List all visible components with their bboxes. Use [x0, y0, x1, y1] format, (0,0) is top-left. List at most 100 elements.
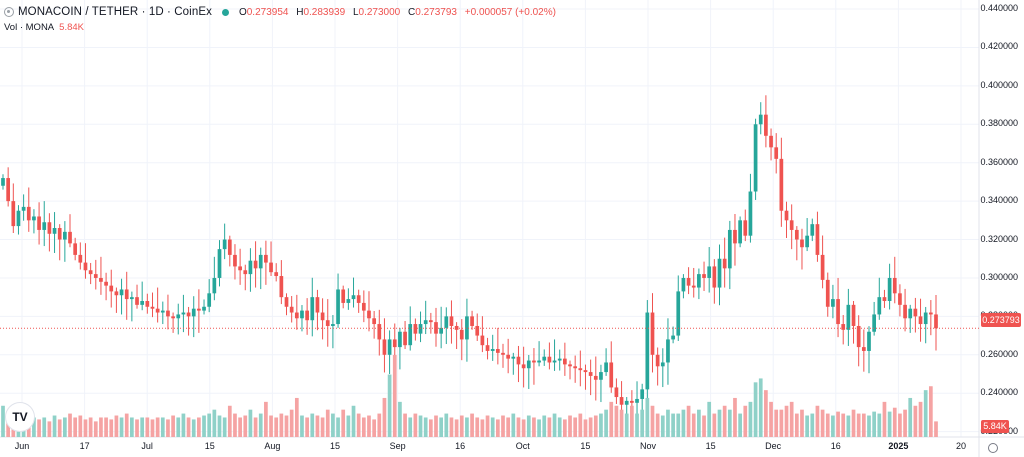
volume-bar	[495, 419, 500, 437]
volume-bar	[269, 415, 273, 437]
candle-body	[403, 331, 407, 346]
volume-legend[interactable]: Vol · MONA 5.84K	[4, 22, 84, 33]
candle-body	[923, 312, 928, 325]
settings-gear-icon[interactable]	[988, 443, 998, 453]
volume-bar	[573, 417, 578, 437]
volume-bar	[557, 417, 562, 437]
volume-bar	[315, 415, 320, 437]
candle-body	[83, 262, 88, 271]
candle-body	[928, 312, 933, 315]
volume-bar	[130, 417, 134, 437]
candle-body	[52, 228, 57, 234]
volume-bar	[748, 401, 753, 437]
candle-body	[114, 291, 119, 296]
candle-body	[6, 178, 11, 202]
volume-bar	[892, 407, 897, 437]
volume-bar	[764, 390, 768, 437]
volume-bar	[552, 413, 557, 437]
volume-bar	[423, 417, 428, 437]
volume-bar	[341, 409, 346, 437]
candle-body	[176, 314, 181, 319]
candle-body	[831, 299, 835, 307]
volume-bar	[274, 417, 279, 437]
candle-body	[439, 327, 444, 334]
candle-body	[109, 285, 114, 292]
volume-bar	[171, 415, 175, 437]
candle-body	[367, 310, 371, 319]
candle-body	[851, 304, 856, 326]
volume-bar	[660, 415, 665, 437]
candle-body	[459, 329, 464, 340]
volume-bar	[42, 417, 47, 437]
candle-body	[733, 229, 737, 244]
candle-body	[784, 210, 789, 221]
volume-bar	[563, 419, 567, 437]
close-label: C	[408, 6, 416, 18]
time-tick-label: 20	[955, 441, 967, 451]
volume-bar	[88, 417, 93, 437]
time-tick-label: 15	[705, 441, 716, 451]
volume-bar	[222, 417, 227, 437]
candle-body	[423, 320, 428, 325]
volume-bar	[671, 413, 675, 437]
volume-bar	[753, 382, 758, 437]
candle-body	[846, 304, 851, 330]
time-tick-label: 15	[204, 441, 215, 451]
candle-body	[789, 220, 794, 230]
volume-bar	[181, 413, 186, 437]
volume-bar	[547, 417, 552, 437]
volume-bar	[57, 419, 62, 437]
volume-bar	[599, 413, 603, 437]
candle-body	[444, 316, 449, 328]
candle-body	[691, 285, 696, 288]
volume-bar	[490, 417, 495, 437]
volume-bar	[650, 405, 655, 437]
price-tick-label: 0.340000	[980, 195, 1018, 206]
candle-body	[753, 124, 758, 192]
candle-body	[398, 331, 402, 348]
volume-bar	[444, 413, 449, 437]
candle-body	[599, 372, 603, 380]
volume-bar	[526, 415, 531, 437]
candle-body	[501, 352, 505, 355]
candle-body	[47, 222, 52, 234]
candle-body	[877, 297, 882, 315]
volume-bar	[63, 417, 67, 437]
candle-body	[604, 362, 608, 373]
volume-bar	[73, 417, 78, 437]
volume-bar	[676, 413, 681, 437]
candle-body	[382, 339, 387, 355]
price-tick-label: 0.360000	[980, 156, 1018, 167]
volume-bar	[702, 415, 706, 437]
symbol-title[interactable]: MONACOIN / TETHER · 1D · CoinEx	[18, 6, 212, 18]
volume-bar	[815, 405, 820, 437]
candle-body	[624, 400, 629, 405]
volume-bar	[810, 413, 815, 437]
volume-bar	[583, 419, 588, 437]
candle-body	[836, 299, 840, 325]
volume-bar	[428, 419, 433, 437]
candle-body	[336, 289, 340, 325]
time-tick-label: Oct	[515, 441, 530, 451]
volume-bar	[769, 401, 773, 437]
tradingview-logo[interactable]: TV	[6, 403, 34, 431]
volume-bar	[831, 415, 835, 437]
candle-body	[93, 274, 98, 278]
candle-body	[810, 224, 815, 236]
candle-body	[222, 239, 227, 250]
candle-body	[583, 370, 588, 373]
volume-bar	[320, 417, 325, 437]
volume-bar	[666, 409, 670, 437]
candle-body	[140, 301, 145, 305]
candle-body	[351, 295, 356, 300]
candle-body	[186, 312, 191, 317]
candle-body	[676, 291, 681, 336]
candle-body	[104, 281, 108, 286]
candle-body	[738, 220, 742, 244]
volume-bar	[614, 405, 619, 437]
price-tick-label: 0.400000	[980, 79, 1018, 90]
candle-body	[284, 297, 289, 307]
candle-body	[630, 400, 634, 403]
volume-bar	[903, 409, 907, 437]
